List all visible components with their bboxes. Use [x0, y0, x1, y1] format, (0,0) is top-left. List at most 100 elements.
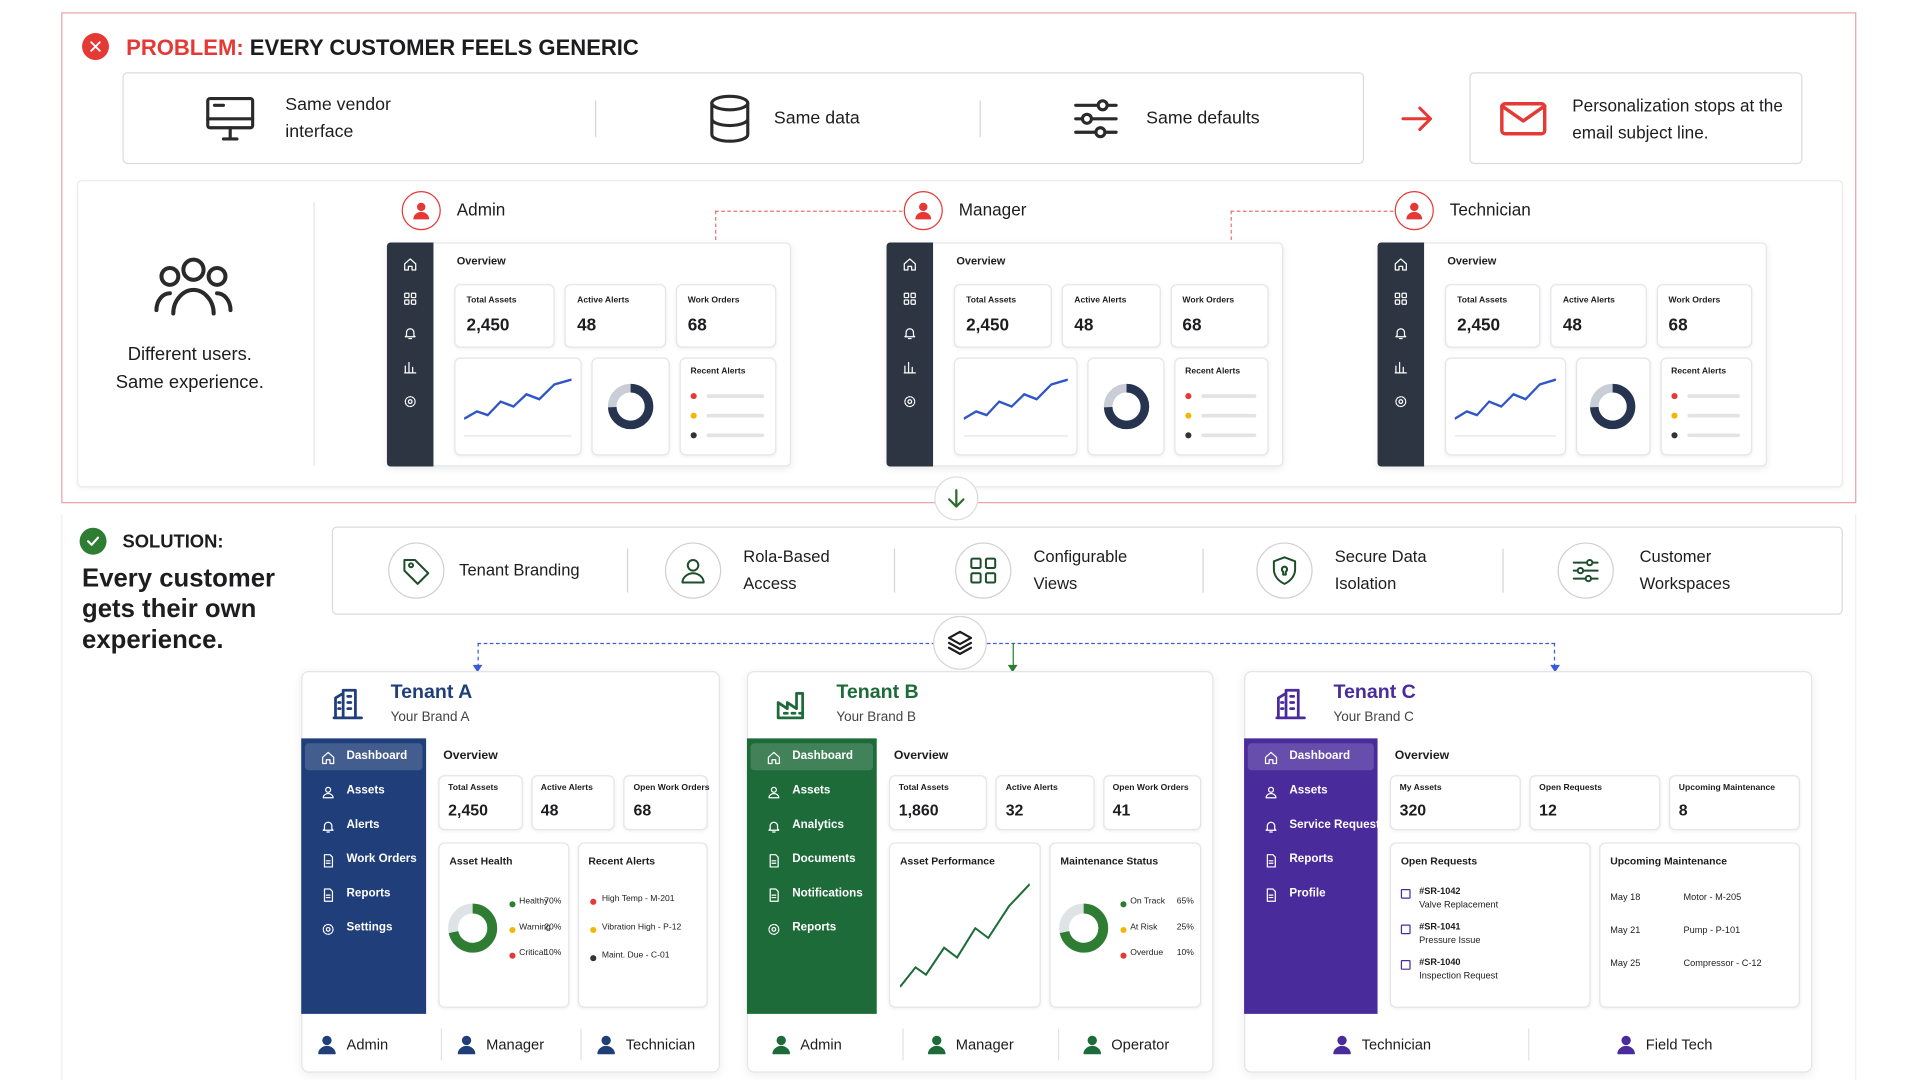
gear-icon	[321, 921, 336, 936]
sliders-icon	[1570, 555, 1602, 587]
icon-part	[410, 292, 417, 299]
icon-part	[1617, 1045, 1635, 1055]
icon-part	[597, 1035, 615, 1055]
chart-icon	[403, 359, 418, 374]
icon-part	[322, 786, 334, 799]
icon-part	[769, 888, 779, 902]
icon-part	[1086, 1035, 1097, 1046]
icon-part	[457, 1035, 476, 1055]
icon-part	[1275, 688, 1306, 720]
icon-part	[1572, 559, 1599, 583]
panel	[1444, 357, 1566, 456]
legend-value: 10%	[1176, 948, 1194, 958]
panel-title: Asset Performance	[900, 854, 995, 867]
icon-part	[1394, 258, 1407, 271]
icon-part	[1082, 1035, 1101, 1055]
nav-item: Notifications	[792, 886, 863, 901]
icon-part	[1617, 1035, 1635, 1055]
donut	[1588, 382, 1637, 431]
icon-part	[903, 258, 916, 271]
nav-item: Settings	[346, 920, 393, 935]
panel-title: Open Requests	[1400, 854, 1478, 867]
alert-dot	[590, 954, 597, 961]
x-icon	[87, 38, 104, 55]
user-icon	[594, 1032, 618, 1056]
icon-part	[407, 399, 413, 405]
panel	[591, 357, 670, 456]
icon-part	[404, 361, 417, 374]
icon-part	[325, 786, 332, 793]
request-desc: Pressure Issue	[1419, 934, 1481, 946]
bell-icon	[1264, 818, 1279, 833]
flow-arrow	[934, 476, 979, 521]
feature-text: Configurable Views	[1033, 547, 1128, 593]
alert-bar	[1201, 413, 1257, 418]
kpi-label: Active Alerts	[540, 783, 593, 793]
icon-part	[404, 396, 416, 408]
bell-icon	[902, 324, 917, 340]
icon-part	[1621, 1035, 1631, 1046]
doc-icon	[1264, 852, 1279, 868]
icon-part	[1265, 821, 1277, 833]
alert-dot	[590, 898, 597, 905]
kpi-card	[1529, 775, 1661, 831]
trend-chart	[1454, 370, 1557, 439]
icon-part	[768, 792, 780, 799]
chart-icon	[902, 359, 917, 374]
nav-item: Assets	[346, 783, 385, 798]
kpi-card	[438, 775, 523, 831]
nav-item: Profile	[1289, 886, 1326, 901]
kpi-value: 68	[687, 314, 707, 335]
legend-label: At Risk	[1130, 923, 1158, 932]
sliders-icon	[1069, 92, 1123, 146]
legend-label: Warning	[519, 923, 551, 932]
icon-part	[768, 923, 780, 935]
icon-part	[904, 328, 916, 338]
nav-item: Dashboard	[1289, 749, 1351, 763]
icon-part	[154, 287, 233, 316]
schedule-item: Pump - P-101	[1683, 924, 1741, 936]
icon-part	[927, 1045, 945, 1055]
icon-part	[963, 378, 1069, 437]
kpi-value: 41	[1112, 800, 1131, 820]
feature-icon-ring	[1256, 542, 1313, 599]
tenant-brand: Your Brand A	[390, 710, 470, 725]
icon-part	[1394, 361, 1407, 374]
icon-part	[769, 854, 779, 868]
divider	[902, 1028, 904, 1061]
icon-part	[1586, 559, 1594, 567]
alert-bar	[706, 433, 765, 438]
panel	[438, 842, 569, 1008]
icon-part	[768, 821, 780, 833]
kpi-value: 48	[540, 800, 559, 820]
icon-part	[970, 557, 997, 584]
callout-box	[1469, 72, 1803, 165]
sameness-text: Same defaults	[1146, 108, 1260, 128]
panel	[1599, 842, 1801, 1008]
user-icon	[1614, 1032, 1638, 1056]
icon-part	[1576, 566, 1585, 575]
user-name: Manager	[486, 1035, 545, 1054]
schedule-date: May 21	[1610, 924, 1641, 936]
legend-dot	[508, 952, 515, 959]
kpi-card	[1102, 775, 1202, 831]
kpi-card	[564, 284, 666, 348]
nav-item: Assets	[1289, 783, 1328, 798]
shield-icon	[1269, 555, 1301, 587]
alerts-title: Recent Alerts	[1671, 367, 1727, 376]
user-icon	[912, 200, 934, 222]
bell-icon	[321, 818, 336, 833]
icon-part	[159, 265, 181, 287]
request-desc: Valve Replacement	[1419, 898, 1499, 910]
kpi-value: 68	[1182, 314, 1202, 335]
kpi-value: 48	[577, 314, 597, 335]
kpi-value: 48	[1562, 314, 1582, 335]
kpi-value: 68	[633, 800, 652, 820]
alert-bar	[1201, 394, 1257, 398]
icon-part	[1398, 399, 1404, 405]
legend-dot	[1119, 900, 1126, 907]
icon-part	[1265, 792, 1277, 799]
nav-item: Alerts	[346, 817, 380, 832]
